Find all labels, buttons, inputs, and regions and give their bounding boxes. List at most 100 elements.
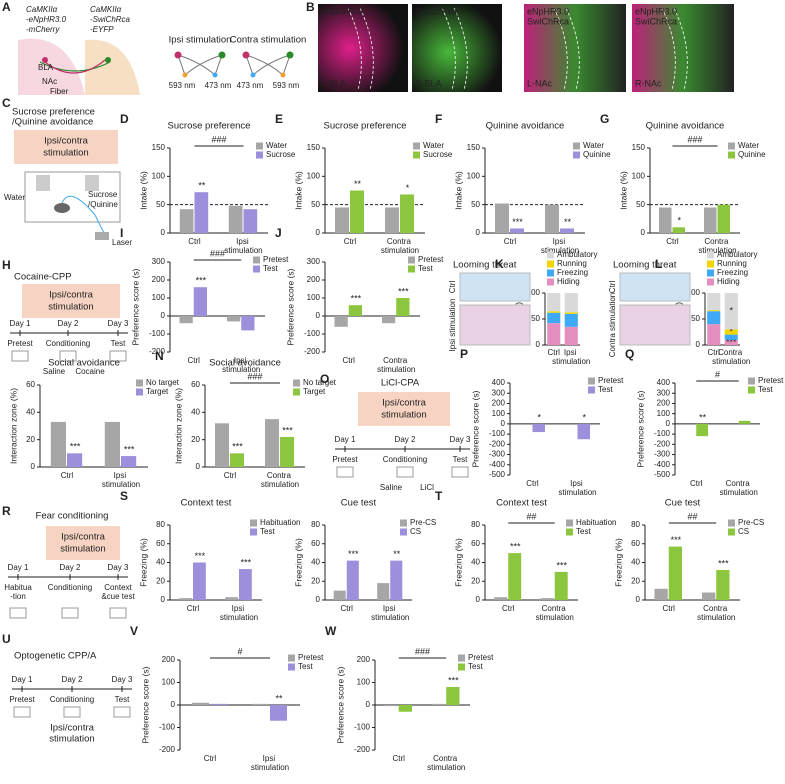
y-tick-label: 100 — [357, 678, 371, 687]
shape — [553, 7, 580, 91]
panel-title: Optogenetic CPP/A — [14, 651, 97, 662]
legend-label: Test — [298, 662, 313, 671]
region-label: BLA — [38, 63, 54, 72]
heatmap-row-label: Ctrl — [608, 281, 617, 294]
panel-letter: Q — [625, 347, 634, 361]
phase-label: Test — [111, 339, 126, 348]
y-tick-label: 100 — [152, 293, 166, 302]
y-tick-label: 300 — [657, 388, 671, 397]
y-tick-label: 40 — [26, 407, 35, 416]
shape — [174, 51, 182, 59]
x-tick-label: Contra stimulation — [427, 754, 465, 772]
shape — [632, 4, 734, 92]
significance: ** — [393, 549, 401, 559]
y-tick-label: 300 — [492, 388, 506, 397]
y-tick-label: 20 — [26, 435, 35, 444]
significance: *** — [241, 557, 252, 567]
y-tick-label: 0 — [316, 228, 321, 237]
x-tick-label: Ipsi stimulation — [102, 471, 140, 489]
stim-label: Ipsi/contra — [50, 723, 95, 734]
shape — [661, 7, 688, 91]
bar — [717, 204, 730, 233]
y-tick-label: -100 — [159, 723, 176, 732]
bar-segment — [564, 312, 578, 314]
y-tick-label: 0 — [316, 311, 321, 320]
phase-label: Conditioning — [383, 455, 427, 464]
heatmap — [619, 272, 691, 302]
significance: *** — [556, 560, 567, 570]
chart-title: Cue test — [665, 498, 701, 509]
legend-swatch — [566, 519, 573, 527]
panel-letter: O — [320, 372, 329, 386]
phase-label: Test — [115, 695, 130, 704]
legend-swatch — [458, 663, 465, 671]
shape — [524, 4, 626, 92]
bar — [716, 570, 730, 600]
day-label: Day 2 — [395, 435, 416, 444]
legend-label: Ambulatory — [717, 250, 757, 259]
significance: ** — [564, 217, 572, 227]
bar — [704, 207, 717, 233]
stim-label: stimulation — [49, 734, 94, 745]
y-tick-label: -200 — [149, 347, 166, 356]
heatmap-row-label: Ctrl — [448, 281, 457, 294]
panel-letter: V — [130, 624, 138, 638]
bar — [577, 423, 590, 440]
shape — [396, 466, 414, 478]
legend-swatch — [250, 519, 257, 527]
significance: ** — [354, 179, 362, 189]
shape — [336, 466, 354, 478]
y-tick-label: 60 — [26, 380, 35, 389]
bar — [654, 588, 668, 600]
bar — [50, 421, 66, 467]
chart-title: Social avoidance — [209, 358, 281, 369]
significance: * — [729, 326, 733, 336]
legend-label: Ambulatory — [557, 250, 597, 259]
box-text: Ipsi/contra — [44, 136, 89, 147]
bar — [194, 192, 209, 233]
y-axis-label: Freezing (%) — [453, 538, 463, 587]
legend-swatch — [547, 278, 554, 286]
bar — [228, 205, 243, 233]
bar — [104, 421, 120, 467]
legend-label: Test — [598, 385, 613, 394]
box-text: stimulation — [43, 148, 88, 159]
panel-letter: U — [2, 632, 11, 646]
legend-label: Target — [146, 387, 169, 396]
y-tick-label: 0 — [666, 419, 671, 428]
box-text: stimulation — [60, 544, 105, 555]
y-tick-label: -100 — [354, 723, 371, 732]
y-tick-label: 0 — [696, 340, 701, 349]
heatmap-row-label: Ipsi stimulation — [448, 299, 457, 352]
significance: *** — [671, 535, 682, 545]
shape — [22, 284, 120, 318]
panel-letter: I — [120, 226, 123, 240]
x-tick-label: Ipsi stimulation — [220, 604, 258, 622]
legend-label: Test — [468, 662, 483, 671]
shape — [109, 350, 127, 362]
bar — [398, 705, 412, 712]
significance: *** — [282, 425, 293, 435]
panel-letter: H — [2, 258, 11, 272]
phase-label: Test — [453, 455, 468, 464]
x-tick-label: Ipsi stimulation — [552, 348, 590, 366]
wavelength: 593 nm — [169, 81, 196, 90]
y-tick-label: 0 — [641, 228, 646, 237]
bar — [179, 316, 193, 324]
legend-label: Pretest — [758, 376, 784, 385]
x-tick-label: Ctrl — [188, 356, 201, 365]
x-tick-label: Ctrl — [690, 479, 703, 488]
y-tick-label: 80 — [311, 520, 320, 529]
y-tick-label: 40 — [471, 558, 480, 567]
y-tick-label: 300 — [307, 257, 321, 266]
bar-segment — [707, 311, 721, 325]
x-tick-label: Ctrl — [224, 471, 237, 480]
y-tick-label: 200 — [152, 275, 166, 284]
y-tick-label: 60 — [311, 539, 320, 548]
shape — [85, 175, 99, 191]
y-axis-label: Intake (%) — [138, 171, 148, 210]
y-tick-label: 0 — [161, 228, 166, 237]
significance: *** — [718, 558, 729, 568]
panel-letter: F — [435, 112, 442, 126]
panel-letter: J — [275, 226, 282, 240]
